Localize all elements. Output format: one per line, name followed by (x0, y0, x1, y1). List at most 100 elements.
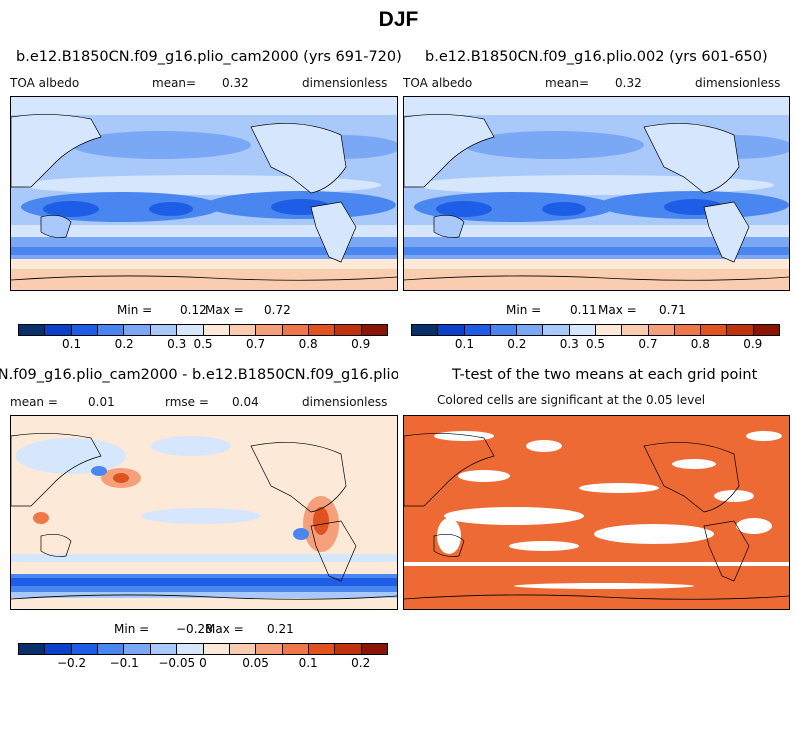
panel1-mean-label: mean= (152, 76, 197, 90)
colorbar-cell (674, 325, 702, 335)
panel2-min-value: 0.11 (570, 303, 597, 317)
colorbar-tick-label: 0.2 (351, 656, 371, 670)
panel3-colorbar (18, 643, 388, 655)
panel1-max-label: Max = (205, 303, 244, 317)
colorbar-cell (361, 325, 388, 335)
panel1-units: dimensionless (302, 76, 388, 90)
colorbar-cell (71, 325, 99, 335)
colorbar-cell (256, 325, 283, 335)
colorbar-cell (438, 325, 465, 335)
panel3-rmse-label: rmse = (165, 395, 209, 409)
colorbar-cell (335, 325, 362, 335)
colorbar-cell (98, 644, 125, 654)
colorbar-cell (19, 644, 46, 654)
colorbar-tick-label: 0.5 (585, 337, 606, 351)
panel3-min-label: Min = (114, 622, 150, 636)
colorbar-tick-label: 0.1 (298, 656, 318, 670)
panel2-max-value: 0.71 (659, 303, 686, 317)
colorbar-tick-label: 0.7 (246, 337, 266, 351)
panel3-max-label: Max = (205, 622, 244, 636)
colorbar-cell (701, 325, 728, 335)
colorbar-cell (45, 325, 72, 335)
colorbar-tick-label: −0.05 (158, 656, 196, 670)
colorbar-cell (45, 644, 72, 654)
panel4-title: T-test of the two means at each grid poi… (452, 367, 758, 383)
colorbar-tick-label: 0.3 (167, 337, 187, 351)
panel1-variable-label: TOA albedo (10, 76, 80, 90)
panel2-map (403, 96, 790, 291)
colorbar-cell (308, 325, 336, 335)
panel4-map-field (404, 416, 789, 609)
colorbar-cell (753, 325, 779, 335)
colorbar-cell (569, 325, 596, 335)
panel3-title-clip: b.e12.B1850CN.f09_g16.plio_cam2000 - b.e… (0, 366, 398, 388)
panel2-units: dimensionless (695, 76, 781, 90)
colorbar-tick-label: 0.1 (454, 337, 474, 351)
figure-title: DJF (378, 8, 419, 31)
colorbar-cell (203, 325, 230, 335)
colorbar-cell (19, 325, 46, 335)
colorbar-cell (361, 644, 388, 654)
colorbar-tick-label: 0.2 (114, 337, 134, 351)
colorbar-cell (490, 325, 518, 335)
colorbar-cell (124, 325, 151, 335)
panel3-max-value: 0.21 (267, 622, 294, 636)
colorbar-cell (229, 644, 257, 654)
colorbar-cell (595, 325, 623, 335)
panel3-rmse-value: 0.04 (232, 395, 259, 409)
colorbar-tick-label: −0.1 (109, 656, 139, 670)
colorbar-cell (124, 644, 151, 654)
panel1-map-field (11, 97, 397, 290)
colorbar-tick-label: 0.05 (242, 656, 269, 670)
panel1-colorbar (18, 324, 388, 336)
colorbar-tick-label: 0.3 (559, 337, 579, 351)
colorbar-tick-label: 0.9 (351, 337, 371, 351)
panel1-title: b.e12.B1850CN.f09_g16.plio_cam2000 (yrs … (16, 49, 402, 65)
panel2-variable-label: TOA albedo (403, 76, 473, 90)
colorbar-cell (256, 644, 283, 654)
panel2-min-label: Min = (506, 303, 542, 317)
colorbar-cell (282, 644, 309, 654)
colorbar-tick-label: 0.8 (298, 337, 318, 351)
colorbar-cell (517, 325, 544, 335)
colorbar-cell (727, 325, 754, 335)
colorbar-cell (282, 325, 309, 335)
colorbar-cell (177, 644, 204, 654)
colorbar-cell (543, 325, 570, 335)
panel1-mean-value: 0.32 (222, 76, 249, 90)
panel3-min-value: −0.28 (176, 622, 213, 636)
colorbar-cell (150, 325, 178, 335)
panel3-title: b.e12.B1850CN.f09_g16.plio_cam2000 - b.e… (0, 367, 398, 383)
colorbar-cell (98, 325, 125, 335)
panel3-map (10, 415, 398, 610)
colorbar-tick-label: 0.9 (743, 337, 763, 351)
panel3-mean-value: 0.01 (88, 395, 115, 409)
colorbar-cell (335, 644, 362, 654)
colorbar-cell (622, 325, 649, 335)
colorbar-cell (229, 325, 257, 335)
panel2-colorbar (411, 324, 780, 336)
panel1-min-label: Min = (117, 303, 153, 317)
panel3-mean-label: mean = (10, 395, 58, 409)
panel2-mean-value: 0.32 (615, 76, 642, 90)
colorbar-tick-label: −0.2 (56, 656, 87, 670)
panel2-max-label: Max = (598, 303, 637, 317)
colorbar-cell (308, 644, 336, 654)
panel3-units: dimensionless (302, 395, 388, 409)
panel2-title: b.e12.B1850CN.f09_g16.plio.002 (yrs 601-… (425, 49, 768, 65)
panel1-map (10, 96, 398, 291)
panel1-min-value: 0.12 (180, 303, 207, 317)
colorbar-cell (177, 325, 204, 335)
colorbar-cell (150, 644, 178, 654)
panel4-map (403, 415, 790, 610)
panel3-map-field (11, 416, 397, 609)
panel4-subtitle: Colored cells are significant at the 0.0… (437, 393, 706, 407)
panel2-map-field (404, 97, 789, 290)
colorbar-tick-label: 0 (199, 656, 207, 670)
colorbar-tick-label: 0.1 (62, 337, 82, 351)
colorbar-cell (71, 644, 99, 654)
colorbar-cell (412, 325, 439, 335)
colorbar-cell (203, 644, 230, 654)
colorbar-tick-label: 0.7 (638, 337, 658, 351)
colorbar-tick-label: 0.2 (507, 337, 527, 351)
